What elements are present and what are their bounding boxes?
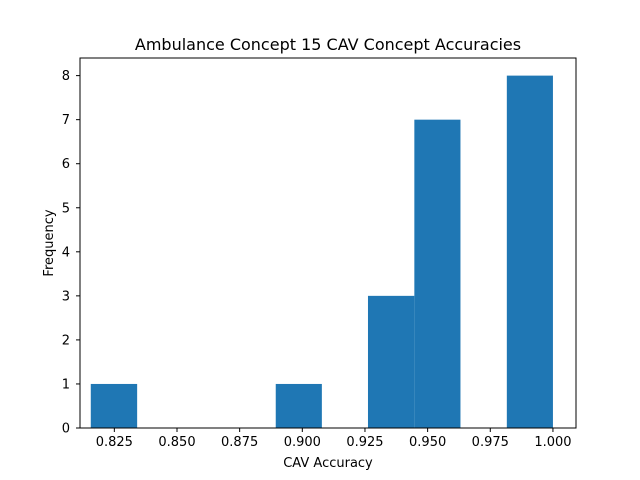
y-tick-label-5: 5	[62, 201, 70, 216]
x-axis-ticks: 0.825 0.850 0.875 0.900 0.925 0.950 0.975 1.000	[96, 428, 572, 450]
x-tick-label-2: 0.875	[221, 435, 258, 450]
y-tick-label-6: 6	[62, 157, 70, 172]
y-tick-label-0: 0	[62, 422, 70, 437]
plot-frame	[79, 57, 577, 429]
x-tick-label-6: 0.975	[472, 435, 509, 450]
y-tick-label-7: 7	[62, 113, 70, 128]
x-tick-label-3: 0.900	[284, 435, 321, 450]
histogram-bar-7	[414, 119, 461, 429]
y-axis-ticks: 0 1 2 3 4 5 6 7 8	[62, 69, 80, 437]
chart-title: Ambulance Concept 15 CAV Concept Accurac…	[135, 35, 521, 54]
y-axis-label: Frequency	[42, 209, 57, 276]
y-tick-label-3: 3	[62, 289, 70, 304]
y-tick-label-4: 4	[62, 245, 70, 260]
x-tick-label-7: 1.000	[534, 435, 571, 450]
x-tick-label-0: 0.825	[96, 435, 133, 450]
bars-group	[90, 75, 553, 429]
y-tick-label-2: 2	[62, 333, 70, 348]
x-tick-label-5: 0.950	[409, 435, 446, 450]
y-tick-label-1: 1	[62, 377, 70, 392]
y-tick-label-8: 8	[62, 69, 70, 84]
histogram-bar-6	[367, 295, 415, 428]
x-tick-label-1: 0.850	[158, 435, 195, 450]
x-tick-label-4: 0.925	[346, 435, 383, 450]
histogram-bar-0	[90, 383, 138, 428]
histogram-bar-4	[275, 383, 322, 428]
x-axis-label: CAV Accuracy	[283, 456, 373, 471]
histogram-bar-9	[506, 75, 553, 428]
